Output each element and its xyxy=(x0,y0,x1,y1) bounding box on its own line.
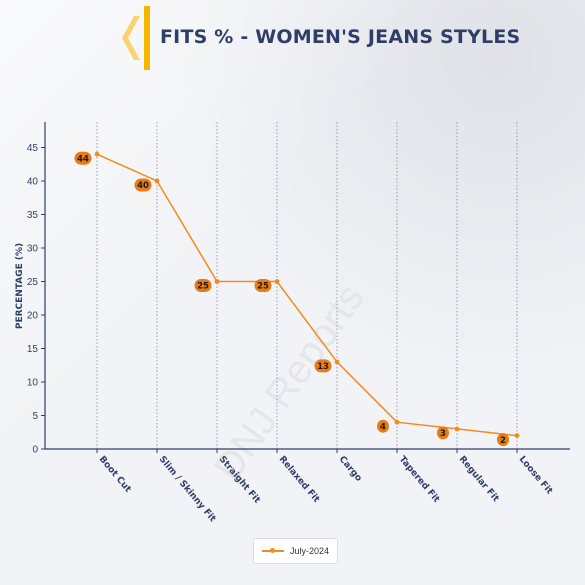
legend: July-2024 xyxy=(253,538,339,564)
data-label-bg xyxy=(314,359,332,373)
y-tick-label: 40 xyxy=(27,177,39,188)
series-line xyxy=(96,153,518,437)
header: FITS % - WOMEN'S JEANS STYLES xyxy=(118,6,578,70)
legend-swatch-icon xyxy=(262,546,284,556)
data-label-bg xyxy=(437,426,449,440)
data-point xyxy=(514,433,520,438)
y-axis-label: PERCENTAGE (%) xyxy=(15,243,25,329)
data-label-bg xyxy=(377,419,389,433)
x-ticks: Boot Cut Slim / Skinny Fit Straight Fit Rel… xyxy=(96,449,555,525)
y-tick-label: 35 xyxy=(27,210,39,221)
data-point xyxy=(334,359,340,365)
y-tick-label: 0 xyxy=(32,445,38,456)
data-label: 4 xyxy=(380,422,386,432)
legend-label: July-2024 xyxy=(290,546,330,556)
data-point xyxy=(454,426,460,432)
y-tick-label: 20 xyxy=(27,311,39,322)
data-point xyxy=(94,151,100,157)
y-tick-label: 45 xyxy=(27,143,39,154)
data-point xyxy=(394,419,400,425)
data-label: 13 xyxy=(317,362,329,372)
series-july-2024 xyxy=(94,151,520,438)
x-tick-label: Relaxed Fit xyxy=(277,455,322,506)
data-point xyxy=(154,178,160,184)
grid-lines xyxy=(96,122,518,449)
x-tick-label: Regular Fit xyxy=(457,455,501,505)
data-point xyxy=(214,279,220,284)
x-tick-label: Cargo xyxy=(337,455,364,484)
y-tick-label: 30 xyxy=(27,244,39,255)
data-label: 40 xyxy=(137,181,149,191)
data-label-bg xyxy=(194,279,212,292)
y-tick-label: 5 xyxy=(32,411,38,422)
data-label-bg xyxy=(497,433,509,447)
y-tick-label: 25 xyxy=(27,277,39,288)
x-tick-label: Tapered Fit xyxy=(397,455,442,506)
data-label: 25 xyxy=(197,282,209,292)
x-tick-label: Loose Fit xyxy=(517,455,555,497)
data-point xyxy=(274,279,280,284)
y-tick-label: 10 xyxy=(27,378,39,389)
logo-chevron-icon xyxy=(122,6,150,70)
data-labels: 44 40 25 25 13 4 3 2 xyxy=(74,151,509,447)
data-label: 3 xyxy=(440,429,446,439)
data-label: 2 xyxy=(500,436,506,446)
data-label-bg xyxy=(74,151,92,165)
data-label-bg xyxy=(254,279,272,292)
watermark: DNJ Reports xyxy=(206,276,373,489)
data-label-bg xyxy=(134,178,152,192)
chart-title: FITS % - WOMEN'S JEANS STYLES xyxy=(160,26,521,48)
data-label: 44 xyxy=(77,154,89,164)
data-label: 25 xyxy=(257,282,269,292)
y-tick-label: 15 xyxy=(27,344,39,355)
x-tick-label: Boot Cut xyxy=(97,455,133,496)
y-ticks: 0 5 10 15 20 25 30 35 40 45 xyxy=(27,143,45,456)
